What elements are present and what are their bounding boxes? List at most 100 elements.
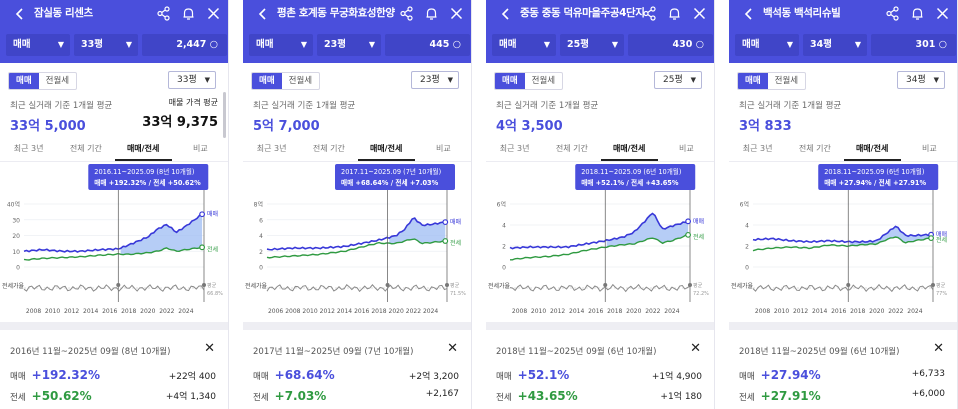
bell-icon[interactable]	[181, 6, 196, 21]
tab-all-period[interactable]: 전체 기간	[555, 144, 588, 153]
x-tick-label: 2022	[406, 308, 421, 315]
back-icon[interactable]	[742, 7, 756, 21]
share-icon[interactable]	[642, 6, 657, 21]
size-select[interactable]: 23평 ▼	[317, 34, 381, 56]
share-icon[interactable]	[156, 6, 171, 21]
ratio-start-point	[116, 283, 121, 287]
listing-count-button[interactable]: 445 ○	[385, 34, 470, 56]
section-divider	[0, 322, 228, 330]
tab-compare[interactable]: 비교	[679, 144, 694, 153]
chevron-down-icon: ▼	[57, 40, 64, 49]
tab-recent-3y[interactable]: 최근 3년	[256, 144, 287, 153]
tab-compare[interactable]: 비교	[922, 144, 937, 153]
trade-type-select[interactable]: 매매 ▼	[492, 34, 556, 56]
back-icon[interactable]	[499, 7, 513, 21]
toggle-rent[interactable]: 전월세	[45, 76, 70, 86]
x-tick-label: 2012	[550, 308, 565, 315]
price-chart[interactable]: 6억 4 2 0 2008 2010 2012 2014 2016 2018 2020 2022 202…	[729, 162, 958, 322]
toggle-rent[interactable]: 전월세	[531, 76, 556, 86]
listing-count-button[interactable]: 430 ○	[628, 34, 713, 56]
apartment-title: 평촌 호계동 무궁화효성한양	[277, 7, 395, 19]
price-chart[interactable]: 6억 4 2 0 2008 2010 2012 2014 2016 2018 2020 2022 202…	[486, 162, 715, 322]
tab-sale-rent[interactable]: 매매/전세	[114, 140, 172, 161]
share-icon[interactable]	[399, 6, 414, 21]
x-tick-label: 2020	[140, 308, 155, 315]
x-tick-label: 2020	[869, 308, 884, 315]
tab-all-period[interactable]: 전체 기간	[69, 144, 102, 153]
tooltip-change: 매매 +192.32% / 전세 +50.62%	[94, 178, 201, 187]
trade-type-select[interactable]: 매매 ▼	[249, 34, 313, 56]
rent-series-line	[266, 238, 446, 259]
tab-compare[interactable]: 비교	[436, 144, 451, 153]
close-icon[interactable]: ✕	[447, 341, 458, 356]
change-tooltip	[575, 164, 696, 190]
avg-price: 4억 3,500	[496, 119, 563, 134]
close-icon[interactable]: ✕	[204, 341, 215, 356]
toggle-sale[interactable]: 매매	[738, 73, 768, 89]
apartment-panel: 잠실동 리센츠 매매 ▼ 33평 ▼ 2,447 ○ 매매 전월세 33평 ▼ 최근 …	[0, 0, 229, 409]
toggle-rent[interactable]: 전월세	[774, 76, 799, 86]
sale-change-pct: +192.32%	[31, 368, 101, 382]
section-divider	[486, 322, 714, 330]
trade-type-value: 매매	[499, 39, 517, 50]
close-icon[interactable]	[692, 6, 707, 21]
tooltip-change: 매매 +27.94% / 전세 +27.91%	[824, 178, 926, 187]
share-icon[interactable]	[885, 6, 900, 21]
size-dropdown[interactable]: 33평 ▼	[168, 71, 216, 89]
toggle-sale[interactable]: 매매	[495, 73, 525, 89]
sale-change-pct: +52.1%	[517, 368, 570, 382]
rent-change-pct: +27.91%	[760, 389, 821, 403]
sale-legend-label: 매매	[450, 218, 461, 226]
x-tick-label: 2008	[26, 308, 41, 315]
tab-compare[interactable]: 비교	[193, 144, 208, 153]
listing-avg-label: 매물 가격 평균	[168, 98, 218, 107]
period-tabs: 최근 3년 전체 기간 매매/전세 비교	[729, 140, 957, 162]
size-select[interactable]: 34평 ▼	[803, 34, 867, 56]
size-dropdown[interactable]: 34평 ▼	[897, 71, 945, 89]
back-icon[interactable]	[256, 7, 270, 21]
x-tick-label: 2016	[354, 308, 369, 315]
x-tick-label: 2016	[102, 308, 117, 315]
avg-label: 최근 실거래 기준 1개월 평균	[253, 101, 356, 111]
rent-label: 전세	[496, 393, 512, 403]
trade-toggle: 매매 전월세	[737, 72, 807, 90]
scrollbar[interactable]	[223, 92, 226, 138]
rent-end-point	[928, 235, 934, 242]
close-icon[interactable]: ✕	[690, 341, 701, 356]
size-dropdown[interactable]: 25평 ▼	[654, 71, 702, 89]
tab-recent-3y[interactable]: 최근 3년	[742, 144, 773, 153]
toggle-rent[interactable]: 전월세	[288, 76, 313, 86]
listing-count-button[interactable]: 2,447 ○	[142, 34, 227, 56]
panel-header: 백석동 백석리슈빌 매매 ▼ 34평 ▼ 301 ○	[729, 0, 957, 63]
back-icon[interactable]	[13, 7, 27, 21]
tab-recent-3y[interactable]: 최근 3년	[499, 144, 530, 153]
tab-sale-rent[interactable]: 매매/전세	[357, 140, 415, 161]
ratio-avg-value: 77%	[936, 291, 947, 297]
close-icon[interactable]	[935, 6, 950, 21]
close-icon[interactable]: ✕	[933, 341, 944, 356]
x-tick-label: 2008	[755, 308, 770, 315]
close-icon[interactable]	[206, 6, 221, 21]
trade-type-select[interactable]: 매매 ▼	[6, 34, 70, 56]
search-icon: ○	[695, 39, 704, 50]
tab-recent-3y[interactable]: 최근 3년	[13, 144, 44, 153]
size-select[interactable]: 33평 ▼	[74, 34, 138, 56]
tab-sale-rent[interactable]: 매매/전세	[843, 140, 901, 161]
listing-count-button[interactable]: 301 ○	[871, 34, 956, 56]
bell-icon[interactable]	[667, 6, 682, 21]
tab-sale-rent[interactable]: 매매/전세	[600, 140, 658, 161]
bell-icon[interactable]	[424, 6, 439, 21]
toggle-sale[interactable]: 매매	[252, 73, 282, 89]
tab-all-period[interactable]: 전체 기간	[312, 144, 345, 153]
size-select[interactable]: 25평 ▼	[560, 34, 624, 56]
chevron-down-icon: ▼	[611, 40, 618, 49]
trade-type-select[interactable]: 매매 ▼	[735, 34, 799, 56]
size-dropdown[interactable]: 23평 ▼	[411, 71, 459, 89]
sale-change-amount-value: +22억 400	[168, 372, 216, 382]
tab-all-period[interactable]: 전체 기간	[798, 144, 831, 153]
toggle-sale[interactable]: 매매	[9, 73, 39, 89]
close-icon[interactable]	[449, 6, 464, 21]
bell-icon[interactable]	[910, 6, 925, 21]
